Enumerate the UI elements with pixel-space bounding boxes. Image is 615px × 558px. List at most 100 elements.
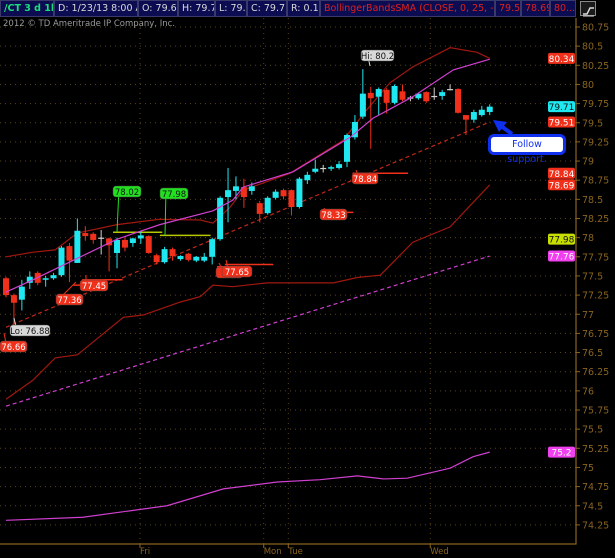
y-tick-label: 77: [582, 310, 594, 321]
study-label[interactable]: BollingerBandsSMA (CLOSE, 0, 25, -2.0, 2…: [320, 0, 495, 17]
candle: [439, 89, 446, 100]
candle-body: [10, 295, 17, 303]
y-tick-label: 79: [582, 157, 594, 168]
marker-box: [548, 233, 575, 245]
candle: [423, 91, 430, 103]
lower-average-line: [5, 451, 490, 521]
candle-body: [351, 121, 358, 138]
price-callout: 77.98: [159, 187, 189, 236]
candle: [114, 237, 121, 269]
axis-frame: [0, 18, 577, 545]
candle: [193, 256, 200, 263]
upper-band-line: [5, 47, 490, 258]
marker-box: [548, 116, 575, 128]
low-value: L: 79.6: [215, 0, 247, 17]
price-callout: 77.36: [55, 281, 84, 306]
candle: [74, 218, 81, 263]
y-tick-label: 77.5: [582, 271, 603, 282]
y-tick-label: 77.25: [582, 291, 609, 302]
y-tick-label: 78.25: [582, 214, 609, 225]
callout-text: 78.84: [353, 175, 377, 185]
marker-box: [548, 167, 575, 179]
candle: [478, 105, 485, 117]
candle-body: [177, 256, 184, 260]
candle: [462, 115, 469, 136]
y-tick-label: 76.5: [582, 348, 603, 359]
candle: [328, 165, 335, 172]
candle-body: [391, 85, 398, 103]
y-tick-label: 79.75: [582, 99, 609, 110]
callout-text: 77.36: [57, 296, 81, 306]
callout-box: [221, 265, 253, 278]
candle-body: [383, 89, 390, 103]
candle-body: [161, 249, 168, 263]
symbol-label[interactable]: /CT 3 d 1h: [0, 0, 54, 17]
candle: [399, 84, 406, 102]
marker-box: [548, 179, 575, 191]
candle-body: [201, 256, 208, 261]
marker-box: [548, 52, 575, 64]
candle-body: [185, 253, 192, 260]
candle: [177, 255, 184, 261]
axis-price-marker: 78.84: [548, 167, 575, 180]
price-callout: Lo: 76.88: [9, 317, 51, 337]
annotation-note[interactable]: Follow support.: [488, 134, 566, 165]
candle: [351, 115, 358, 140]
marker-text: 79.51: [549, 118, 575, 128]
high-value: H: 79.74: [178, 0, 215, 17]
x-tick-label: Wed: [430, 547, 449, 557]
marker-text: 80.34: [549, 55, 575, 65]
chart-style-icon[interactable]: [580, 1, 596, 17]
candle: [58, 246, 65, 277]
candle-body: [98, 237, 105, 239]
axis-price-marker: 77.76: [548, 250, 575, 263]
candle-body: [26, 276, 33, 283]
marker-text: 77.76: [549, 253, 575, 263]
study-value-1: 79.51: [495, 0, 521, 17]
candle-body: [367, 92, 374, 99]
marker-text: 78.84: [549, 170, 575, 180]
candle-body: [3, 278, 9, 296]
candle-body: [455, 89, 462, 113]
y-tick-label: 78.5: [582, 195, 603, 206]
y-tick-label: 75.5: [582, 425, 603, 436]
callout-text: Lo: 76.88: [10, 327, 50, 337]
candle-body: [217, 197, 224, 240]
candle: [121, 237, 128, 252]
candle-body: [232, 186, 239, 191]
y-tick-label: 80: [582, 80, 594, 91]
callout-text: 78.02: [115, 188, 139, 198]
candle-body: [312, 168, 319, 172]
candle: [288, 189, 295, 216]
callout-box: [9, 324, 51, 337]
callout-box: [79, 279, 109, 292]
y-tick-label: 75.75: [582, 406, 609, 417]
arrow-icon: [493, 120, 514, 136]
marker-text: 78.69: [549, 181, 575, 191]
candle: [185, 252, 192, 262]
price-callout: Hi: 80.2: [360, 49, 395, 67]
candle: [415, 92, 422, 100]
candle: [137, 231, 144, 244]
candle: [431, 87, 438, 100]
callout-box: [112, 185, 142, 198]
callout-box: [360, 49, 395, 62]
y-tick-label: 80.75: [582, 23, 609, 34]
callout-box: [351, 172, 379, 185]
candle-body: [462, 115, 469, 120]
candle-body: [359, 93, 366, 117]
arrow-shaft: [499, 124, 514, 136]
range-value: R: 0.14: [287, 0, 320, 17]
candle: [336, 161, 343, 170]
candle-body: [423, 92, 430, 102]
x-tick-label: Fri: [140, 547, 150, 557]
candle: [225, 167, 232, 223]
marker-text: 79.71: [549, 103, 575, 113]
candle-body: [209, 239, 216, 257]
price-callout: 78.33: [319, 207, 348, 221]
callout-box: [55, 293, 84, 306]
candle-body: [145, 236, 152, 253]
support-trendline: [5, 121, 490, 328]
candle-body: [225, 190, 232, 198]
